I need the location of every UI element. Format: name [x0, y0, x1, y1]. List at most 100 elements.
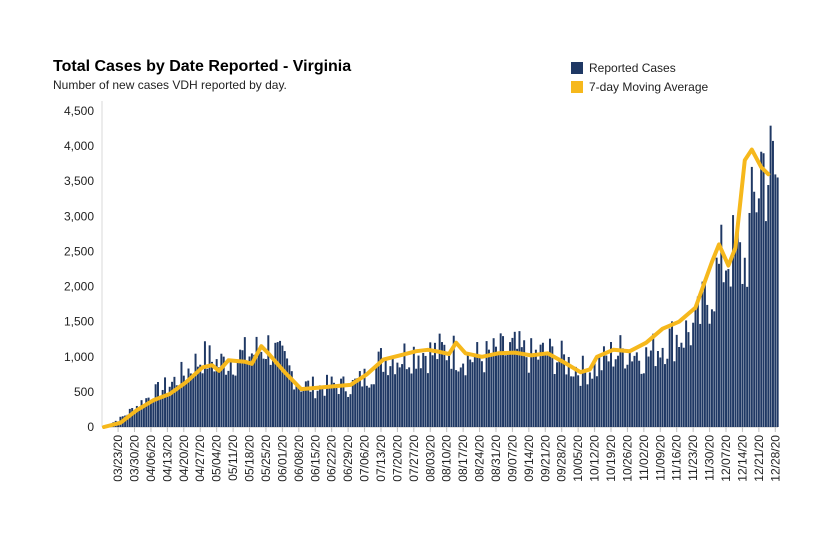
bar — [652, 333, 655, 427]
bar — [405, 369, 408, 427]
bar — [469, 359, 472, 427]
bar — [748, 212, 751, 427]
legend-swatch-reported-cases — [571, 61, 583, 74]
bar — [675, 334, 678, 427]
x-tick-label: 07/27/20 — [407, 435, 421, 482]
bar — [361, 386, 364, 427]
bar — [189, 373, 192, 427]
x-tick-label: 03/23/20 — [111, 435, 125, 482]
bar — [485, 341, 488, 427]
bar — [664, 364, 666, 427]
y-tick-label: 3,000 — [64, 209, 94, 223]
bar — [333, 382, 336, 427]
bar — [506, 351, 509, 427]
bar — [187, 368, 190, 427]
bar — [433, 342, 436, 427]
bar — [142, 405, 145, 427]
bar — [624, 368, 627, 427]
bar — [586, 384, 589, 427]
bar — [640, 373, 643, 427]
bar — [196, 366, 199, 427]
bar — [351, 379, 354, 427]
bar — [659, 357, 662, 427]
bar — [551, 346, 554, 427]
bar — [755, 212, 758, 427]
x-tick-label: 11/16/20 — [670, 435, 684, 481]
bar — [450, 368, 453, 427]
bar — [304, 381, 307, 427]
x-tick-label: 07/13/20 — [374, 435, 388, 482]
bar — [391, 357, 394, 427]
bar — [478, 356, 481, 427]
y-tick-label: 1,000 — [64, 350, 94, 364]
bar — [668, 328, 671, 427]
bar — [725, 270, 727, 427]
bar — [318, 385, 321, 427]
bar — [645, 347, 648, 427]
bar — [157, 382, 159, 427]
bar — [201, 373, 204, 427]
bar — [208, 345, 211, 427]
bar — [553, 374, 556, 427]
bar — [520, 347, 523, 427]
x-tick-label: 11/02/20 — [637, 435, 651, 481]
bar — [267, 335, 270, 427]
bar — [295, 383, 298, 427]
x-tick-label: 09/14/20 — [522, 435, 536, 482]
bar — [588, 372, 591, 427]
bar — [530, 338, 533, 427]
bar — [311, 376, 314, 427]
bar — [269, 364, 272, 427]
bar — [541, 342, 544, 427]
bar — [694, 307, 697, 427]
bar — [556, 362, 558, 427]
bar — [483, 372, 486, 427]
x-tick-label: 09/07/20 — [505, 435, 519, 482]
bar — [145, 398, 148, 427]
bar — [274, 342, 277, 427]
bar — [673, 361, 676, 427]
bar — [598, 357, 601, 427]
x-tick-label: 04/06/20 — [144, 435, 158, 482]
bar — [574, 366, 577, 427]
x-tick-label: 08/17/20 — [456, 435, 470, 482]
bar — [487, 349, 490, 427]
bar — [581, 355, 584, 427]
x-tick-label: 05/04/20 — [210, 435, 224, 482]
y-tick-label: 4,500 — [64, 104, 94, 118]
x-tick-label: 04/13/20 — [160, 435, 174, 482]
bar — [628, 350, 631, 427]
bar — [607, 361, 610, 427]
bar — [215, 359, 218, 427]
bar — [565, 374, 568, 427]
bar — [276, 342, 279, 427]
bar — [462, 363, 465, 427]
bar — [135, 405, 138, 427]
bar — [701, 281, 704, 427]
bar — [689, 345, 692, 427]
bar — [330, 376, 333, 427]
bar — [243, 337, 246, 427]
bar — [495, 346, 497, 427]
bar — [314, 398, 317, 427]
x-tick-label: 05/25/20 — [259, 435, 273, 482]
bar — [720, 224, 723, 427]
series-line-moving-average — [102, 147, 771, 429]
bar — [342, 376, 345, 427]
bar — [612, 366, 615, 427]
bar — [349, 394, 352, 427]
bar — [438, 333, 441, 427]
bar — [419, 368, 422, 427]
bar — [182, 375, 185, 427]
bar — [504, 355, 507, 427]
bar — [166, 393, 169, 427]
bar — [750, 166, 753, 427]
bar — [466, 353, 469, 427]
legend-swatch-moving-average — [571, 80, 583, 93]
bar — [774, 174, 777, 427]
bar — [394, 374, 397, 427]
bar — [572, 376, 575, 427]
bar — [300, 391, 303, 427]
bar — [365, 385, 368, 427]
bar — [246, 361, 249, 427]
